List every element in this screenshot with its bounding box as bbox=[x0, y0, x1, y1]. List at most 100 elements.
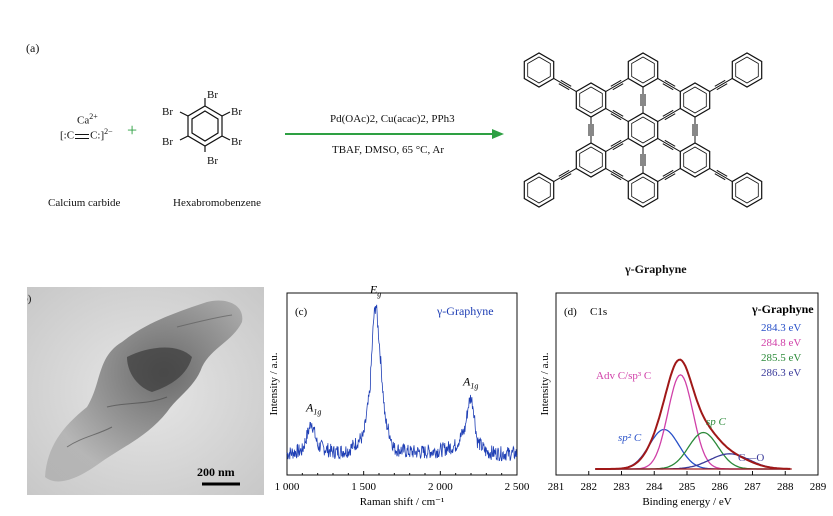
alkyne-bond bbox=[657, 138, 681, 152]
x-tick-label: 284 bbox=[646, 481, 663, 493]
benzene-ring-inner bbox=[527, 56, 551, 84]
x-tick-label: 285 bbox=[679, 481, 696, 493]
xps-legend-entry: 285.5 eV bbox=[761, 352, 801, 364]
xps-envelope bbox=[595, 358, 791, 470]
br-label: Br bbox=[162, 106, 173, 118]
alkyne-bond bbox=[714, 173, 726, 181]
benzene-ring bbox=[731, 52, 763, 88]
alkyne-bond bbox=[657, 108, 681, 122]
alkyne-bond bbox=[716, 169, 728, 177]
alkyne-bond bbox=[664, 139, 676, 147]
product-name: γ-Graphyne bbox=[625, 262, 687, 276]
carbide-anion: [:C C:]2− bbox=[60, 127, 113, 142]
alkyne-bond bbox=[553, 78, 577, 92]
x-tick-label: 1 000 bbox=[275, 481, 300, 493]
x-tick-label: 287 bbox=[744, 481, 761, 493]
alkyne-bond bbox=[558, 83, 570, 91]
hexabromobenzene-structure: Br Br Br Br Br Br bbox=[162, 89, 242, 167]
alkyne-bond bbox=[610, 173, 622, 181]
alkyne-bond bbox=[612, 169, 624, 177]
panel-d-label: (d) bbox=[564, 306, 577, 318]
benzene-ring-inner bbox=[631, 116, 655, 144]
alkyne-bond bbox=[657, 168, 681, 182]
x-tick-label: 2 500 bbox=[505, 481, 530, 493]
benzene-ring bbox=[575, 142, 607, 178]
panel-b-label: (b) bbox=[27, 293, 32, 305]
alkyne-bond bbox=[662, 83, 674, 91]
alkyne-bond bbox=[610, 113, 622, 121]
alkyne-bond bbox=[664, 173, 676, 181]
alkyne-bond bbox=[662, 169, 674, 177]
peak-label-a1g: A1g bbox=[305, 401, 321, 417]
annotation-c-o: C—O bbox=[738, 452, 764, 464]
raman-spectrum-line bbox=[286, 304, 518, 462]
reaction-arrow bbox=[285, 129, 504, 139]
xps-legend-entry: 284.8 eV bbox=[761, 337, 801, 349]
x-tick-label: 288 bbox=[777, 481, 794, 493]
calcium-carbide-name: Calcium carbide bbox=[48, 197, 121, 209]
panel-a-label: (a) bbox=[26, 41, 40, 55]
plus-sign: + bbox=[127, 120, 138, 140]
xps-legend-entry: 286.3 eV bbox=[761, 367, 801, 379]
xps-x-axis-label: Binding energy / eV bbox=[642, 496, 731, 508]
alkyne-bond bbox=[714, 79, 726, 87]
br-label: Br bbox=[162, 136, 173, 148]
calcium-cation: Ca2+ bbox=[77, 112, 98, 127]
alkyne-bond bbox=[605, 168, 629, 182]
alkyne-bond bbox=[612, 83, 624, 91]
alkyne-bond bbox=[610, 139, 622, 147]
core-level-label: C1s bbox=[590, 306, 607, 318]
raman-y-axis-label: Intensity / a.u. bbox=[268, 352, 280, 415]
alkyne-bond bbox=[662, 143, 674, 151]
benzene-ring bbox=[523, 52, 555, 88]
alkyne-bond bbox=[553, 168, 577, 182]
benzene-ring-inner bbox=[579, 86, 603, 114]
benzene-ring-inner bbox=[631, 56, 655, 84]
alkyne-bond bbox=[605, 78, 629, 92]
x-tick-label: 1 500 bbox=[351, 481, 376, 493]
peak-label-a1g: A1g bbox=[462, 375, 478, 391]
br-label: Br bbox=[207, 155, 218, 167]
scale-bar-label: 200 nm bbox=[197, 465, 235, 479]
alkyne-bond bbox=[560, 79, 572, 87]
xps-chart: 281 282 283 284 285 286 287 288 289 Binding energ… bbox=[539, 292, 827, 508]
annotation-sp2-c: sp² C bbox=[618, 432, 642, 444]
hexabromobenzene-name: Hexabromobenzene bbox=[173, 197, 261, 209]
benzene-ring-inner bbox=[735, 176, 759, 204]
alkyne-bond bbox=[605, 108, 629, 122]
alkyne-bond bbox=[657, 78, 681, 92]
benzene-ring-inner bbox=[527, 176, 551, 204]
alkyne-bond bbox=[560, 173, 572, 181]
xps-y-axis-label: Intensity / a.u. bbox=[539, 352, 551, 415]
alkyne-bond bbox=[664, 113, 676, 121]
x-tick-label: 282 bbox=[581, 481, 598, 493]
alkyne-bond bbox=[605, 138, 629, 152]
xps-legend-entry: 284.3 eV bbox=[761, 322, 801, 334]
x-tick-label: 2 000 bbox=[428, 481, 453, 493]
tem-micrograph bbox=[27, 287, 264, 495]
alkyne-bond bbox=[716, 83, 728, 91]
peak-label-eg: Eg bbox=[369, 285, 381, 298]
x-tick-label: 289 bbox=[810, 481, 827, 493]
alkyne-bond bbox=[709, 168, 733, 182]
alkyne-bond bbox=[558, 169, 570, 177]
alkyne-bond bbox=[612, 143, 624, 151]
conditions-line1: Pd(OAc)2, Cu(acac)2, PPh3 bbox=[330, 113, 455, 125]
x-tick-label: 281 bbox=[548, 481, 565, 493]
alkyne-bond bbox=[610, 79, 622, 87]
benzene-ring bbox=[627, 172, 659, 208]
xps-frame bbox=[555, 292, 819, 476]
alkyne-bond bbox=[662, 109, 674, 117]
benzene-ring-inner bbox=[579, 146, 603, 174]
benzene-ring-inner bbox=[683, 86, 707, 114]
benzene-ring-inner bbox=[631, 176, 655, 204]
benzene-ring bbox=[627, 52, 659, 88]
raman-legend: γ-Graphyne bbox=[436, 304, 494, 318]
raman-frame bbox=[286, 292, 518, 476]
alkyne-bond bbox=[664, 79, 676, 87]
benzene-ring-inner bbox=[735, 56, 759, 84]
benzene-ring bbox=[679, 82, 711, 118]
alkyne-bond bbox=[709, 78, 733, 92]
br-label: Br bbox=[231, 106, 242, 118]
br-label: Br bbox=[231, 136, 242, 148]
